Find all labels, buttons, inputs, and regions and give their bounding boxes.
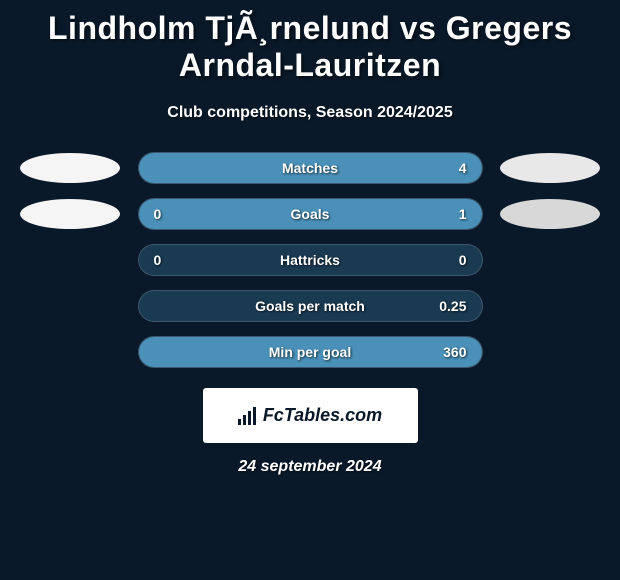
- stat-label: Goals: [139, 206, 482, 222]
- stat-bar: 0 Hattricks 0: [138, 244, 483, 276]
- stat-row: Min per goal 360: [10, 336, 610, 368]
- subtitle: Club competitions, Season 2024/2025: [10, 104, 610, 122]
- avatar-left: [20, 153, 120, 183]
- avatar-right: [500, 199, 600, 229]
- logo: FcTables.com: [238, 405, 382, 426]
- stat-value-right: 1: [459, 206, 467, 222]
- date-text: 24 september 2024: [10, 458, 610, 476]
- stat-label: Matches: [139, 160, 482, 176]
- stat-label: Min per goal: [139, 344, 482, 360]
- stats-container: Matches 4 0 Goals 1 0 Hattricks 0: [10, 152, 610, 368]
- page-title: Lindholm TjÃ¸rnelund vs Gregers Arndal-L…: [10, 0, 610, 89]
- stat-value-right: 0.25: [439, 298, 466, 314]
- stat-bar: 0 Goals 1: [138, 198, 483, 230]
- stat-bar: Min per goal 360: [138, 336, 483, 368]
- stat-label: Goals per match: [139, 298, 482, 314]
- avatar-right: [500, 153, 600, 183]
- chart-icon: [238, 407, 258, 425]
- stat-label: Hattricks: [139, 252, 482, 268]
- stat-bar: Goals per match 0.25: [138, 290, 483, 322]
- stat-row: 0 Hattricks 0: [10, 244, 610, 276]
- stat-value-right: 4: [459, 160, 467, 176]
- stat-bar: Matches 4: [138, 152, 483, 184]
- logo-box: FcTables.com: [203, 388, 418, 443]
- stat-value-right: 360: [443, 344, 466, 360]
- avatar-left: [20, 199, 120, 229]
- stat-value-right: 0: [459, 252, 467, 268]
- logo-text: FcTables.com: [263, 405, 382, 426]
- stat-row: 0 Goals 1: [10, 198, 610, 230]
- stat-row: Matches 4: [10, 152, 610, 184]
- stat-row: Goals per match 0.25: [10, 290, 610, 322]
